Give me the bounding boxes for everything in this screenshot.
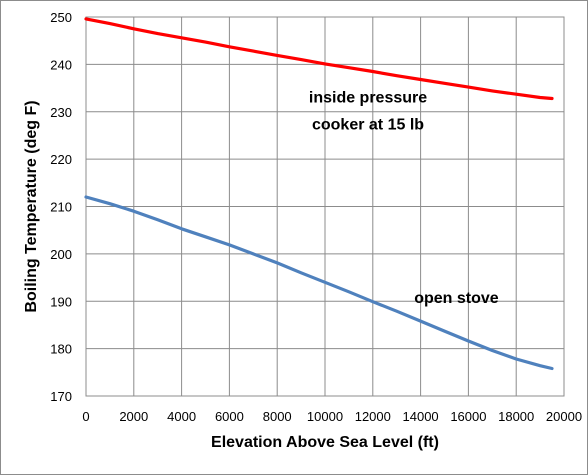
grid	[85, 16, 565, 397]
x-tick-label: 10000	[307, 409, 343, 424]
x-tick-label: 6000	[215, 409, 244, 424]
annotation-label: cooker at 15 lb	[312, 116, 424, 133]
annotation-label: open stove	[414, 290, 499, 307]
x-tick-label: 20000	[546, 409, 582, 424]
x-tick-label: 12000	[355, 409, 391, 424]
y-tick-label: 250	[50, 10, 72, 25]
x-tick-label: 8000	[263, 409, 292, 424]
x-tick-label: 4000	[167, 409, 196, 424]
y-tick-label: 230	[50, 105, 72, 120]
x-tick-labels: 0 2000 4000 6000 8000 10000 12000 14000 16000 180…	[82, 409, 582, 424]
x-tick-label: 2000	[119, 409, 148, 424]
y-axis-title: Boiling Temperature (deg F)	[23, 100, 40, 312]
annotation-label: inside pressure	[309, 89, 427, 106]
series-lines	[84, 17, 554, 371]
series-line-0	[84, 17, 554, 101]
annotations: inside pressure cooker at 15 lb open stove	[309, 89, 499, 307]
x-tick-label: 0	[82, 409, 89, 424]
y-tick-label: 170	[50, 389, 72, 404]
y-tick-label: 190	[50, 294, 72, 309]
series-line-1	[84, 195, 554, 371]
y-tick-label: 200	[50, 247, 72, 262]
y-tick-label: 220	[50, 152, 72, 167]
x-tick-label: 16000	[450, 409, 486, 424]
x-axis-title: Elevation Above Sea Level (ft)	[211, 434, 439, 451]
y-tick-label: 180	[50, 342, 72, 357]
plot-area-border	[85, 16, 565, 397]
y-tick-labels: 170 180 190 200 210 220 230 240 250	[50, 10, 72, 404]
y-tick-label: 210	[50, 200, 72, 215]
y-tick-label: 240	[50, 57, 72, 72]
x-tick-label: 18000	[498, 409, 534, 424]
x-tick-label: 14000	[403, 409, 439, 424]
